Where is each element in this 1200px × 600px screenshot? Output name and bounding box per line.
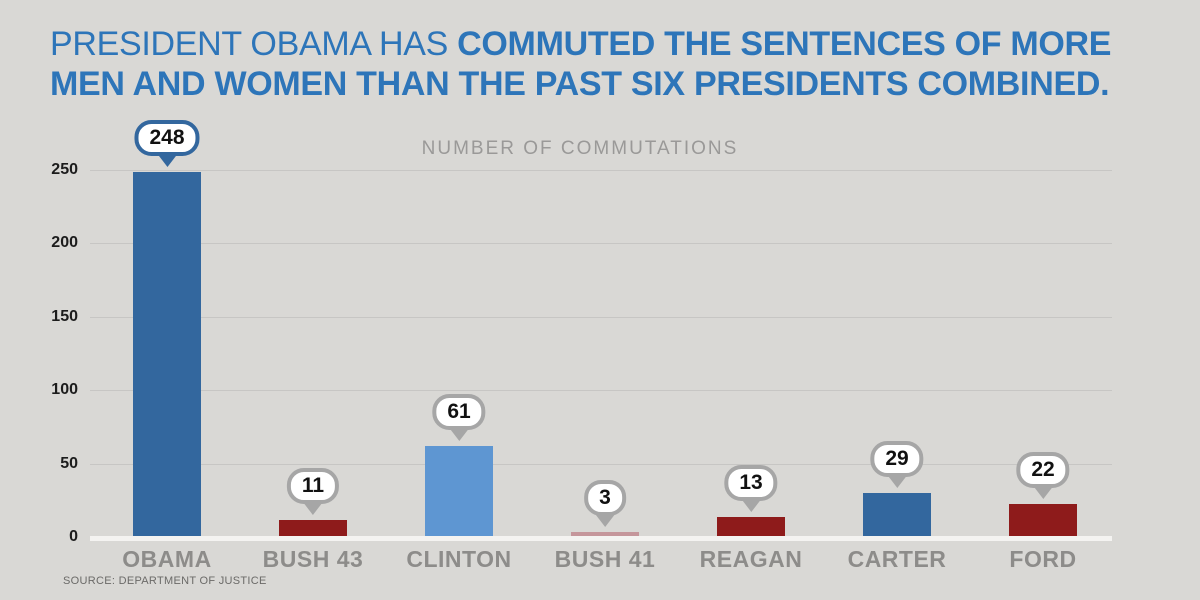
headline-bold-line2: MEN AND WOMEN THAN THE PAST SIX PRESIDEN… (50, 65, 1110, 103)
y-axis-tick-label: 250 (51, 161, 78, 178)
bar (717, 517, 785, 536)
callout-bubble-value: 61 (432, 394, 486, 430)
bar (863, 493, 931, 536)
bar (1009, 504, 1077, 536)
bar (425, 446, 493, 536)
x-axis-label: BUSH 43 (262, 546, 364, 572)
source-note: SOURCE: DEPARTMENT OF JUSTICE (63, 575, 267, 587)
bar (279, 520, 347, 536)
bar-value-callout: 3 (584, 480, 626, 527)
callout-bubble-value: 29 (870, 441, 924, 477)
callout-bubble-value: 22 (1016, 452, 1070, 488)
bar-value-callout: 29 (870, 441, 924, 488)
bar-value-callout: 11 (286, 468, 340, 515)
gridline (90, 243, 1112, 245)
bar (133, 172, 201, 536)
gridline (90, 170, 1112, 171)
bar-value-callout: 13 (724, 465, 778, 512)
headline: PRESIDENT OBAMA HAS COMMUTED THE SENTENC… (50, 24, 1160, 104)
bar-value-callout: 61 (432, 394, 486, 441)
x-axis-label: REAGAN (699, 546, 803, 572)
callout-tail-icon (448, 428, 469, 441)
x-axis-label: CARTER (847, 546, 947, 572)
callout-bubble-value: 3 (584, 480, 626, 516)
x-axis-label: OBAMA (122, 546, 212, 572)
gridline (90, 463, 1112, 465)
callout-bubble-value: 11 (286, 468, 340, 504)
callout-bubble-value: 13 (724, 465, 778, 501)
bar-value-callout: 22 (1016, 452, 1070, 499)
gridline (90, 390, 1112, 392)
callout-tail-icon (1032, 486, 1053, 499)
x-axis-label: BUSH 41 (554, 546, 656, 572)
y-axis-tick-label: 100 (51, 381, 78, 399)
callout-tail-icon (156, 154, 177, 167)
x-axis-label: FORD (1009, 546, 1077, 572)
callout-tail-icon (302, 502, 323, 515)
gridline (90, 316, 1112, 318)
y-axis-tick-label: 0 (69, 528, 78, 545)
headline-bold-line1: COMMUTED THE SENTENCES OF MORE (457, 25, 1112, 63)
x-axis-baseline (90, 536, 1112, 541)
callout-bubble-value: 248 (134, 120, 200, 156)
x-axis-label: CLINTON (406, 546, 512, 572)
headline-regular: PRESIDENT OBAMA HAS (50, 25, 458, 63)
y-axis-tick-label: 150 (51, 307, 78, 325)
y-axis-tick-label: 200 (51, 234, 78, 252)
y-axis-tick-label: 50 (60, 454, 78, 472)
bar (571, 532, 639, 536)
callout-tail-icon (595, 514, 615, 527)
callout-tail-icon (886, 475, 907, 488)
chart-title: NUMBER OF COMMUTATIONS (421, 138, 739, 159)
callout-tail-icon (740, 499, 761, 512)
bar-value-callout: 248 (134, 120, 200, 167)
